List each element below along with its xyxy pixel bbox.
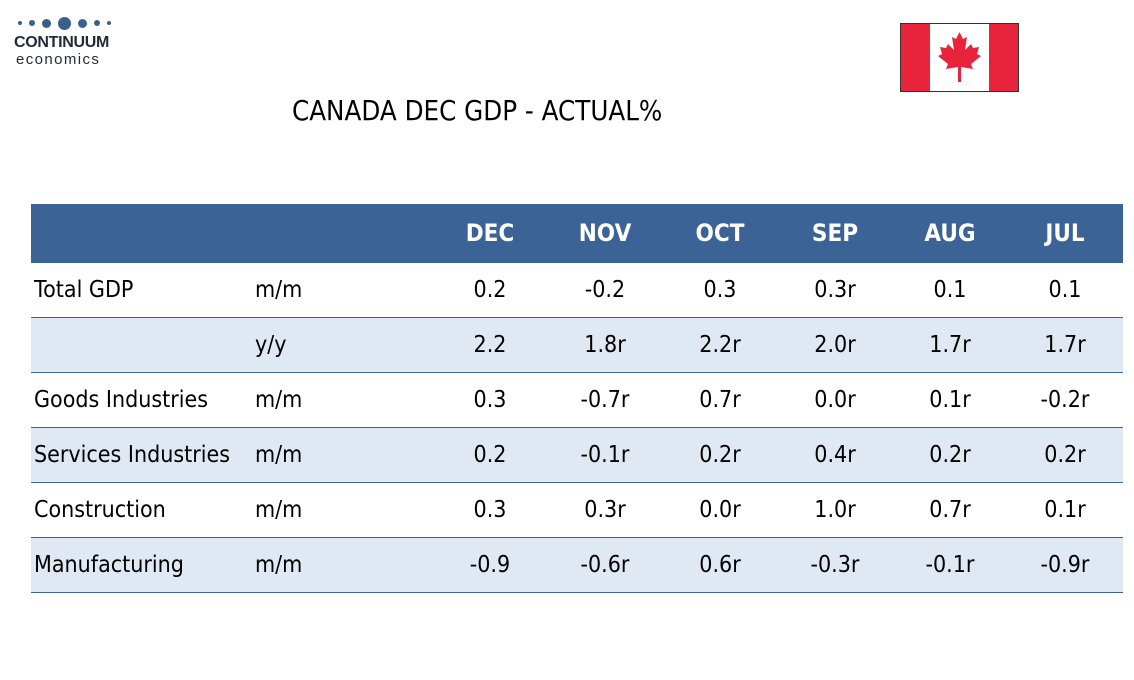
table-row: Construction m/m 0.3 0.3r 0.0r 1.0r 0.7r… <box>31 483 1123 538</box>
column-header: OCT <box>695 219 745 247</box>
row-label: Services Industries <box>34 442 231 468</box>
row-unit: m/m <box>255 277 303 303</box>
row-label: Construction <box>34 497 166 523</box>
table-cell: 0.0r <box>814 387 856 413</box>
table-cell: 0.1 <box>1048 277 1082 303</box>
table-cell: 0.3r <box>584 497 626 523</box>
column-header: JUL <box>1045 219 1085 247</box>
table-cell: -0.9r <box>1040 552 1090 578</box>
table-cell: 0.1 <box>933 277 967 303</box>
table-cell: 0.2r <box>929 442 971 468</box>
row-label: Goods Industries <box>34 387 209 413</box>
table-cell: 0.3 <box>703 277 737 303</box>
table-cell: 0.4r <box>814 442 856 468</box>
logo-name: CONTINUUM <box>14 34 110 51</box>
table-cell: -0.9 <box>469 552 511 578</box>
row-label: Total GDP <box>34 277 134 303</box>
table-cell: 0.2r <box>1044 442 1086 468</box>
row-unit: y/y <box>255 332 287 358</box>
table-cell: 0.2 <box>473 277 507 303</box>
column-header: AUG <box>924 219 976 247</box>
logo-dots <box>18 14 144 32</box>
table-cell: 0.2r <box>699 442 741 468</box>
table-cell: -0.2r <box>1040 387 1090 413</box>
logo-subtitle: economics <box>16 51 101 68</box>
table-cell: -0.1r <box>925 552 975 578</box>
table-cell: 0.7r <box>929 497 971 523</box>
table-cell: 0.1r <box>929 387 971 413</box>
continuum-economics-logo: CONTINUUM economics <box>14 14 144 76</box>
table-cell: -0.2 <box>584 277 626 303</box>
table-row: Manufacturing m/m -0.9 -0.6r 0.6r -0.3r … <box>31 538 1123 593</box>
table-cell: 0.2 <box>473 442 507 468</box>
table-cell: 1.8r <box>584 332 626 358</box>
table-cell: -0.6r <box>580 552 630 578</box>
table-cell: 0.7r <box>699 387 741 413</box>
table-cell: 0.3 <box>473 497 507 523</box>
row-label: Manufacturing <box>34 552 184 578</box>
table-cell: 2.2 <box>473 332 507 358</box>
row-unit: m/m <box>255 497 303 523</box>
table-cell: 0.3 <box>473 387 507 413</box>
table-cell: 2.2r <box>699 332 741 358</box>
table-cell: 1.0r <box>814 497 856 523</box>
table-cell: -0.1r <box>580 442 630 468</box>
column-header: DEC <box>465 219 515 247</box>
table-row: Goods Industries m/m 0.3 -0.7r 0.7r 0.0r… <box>31 373 1123 428</box>
table-cell: 0.3r <box>814 277 856 303</box>
row-unit: m/m <box>255 552 303 578</box>
table-cell: 0.6r <box>699 552 741 578</box>
table-cell: -0.3r <box>810 552 860 578</box>
row-unit: m/m <box>255 387 303 413</box>
page-title: CANADA DEC GDP - ACTUAL% <box>292 94 663 127</box>
table-cell: 0.1r <box>1044 497 1086 523</box>
table-row: Services Industries m/m 0.2 -0.1r 0.2r 0… <box>31 428 1123 483</box>
column-header: NOV <box>578 219 632 247</box>
table-cell: 0.0r <box>699 497 741 523</box>
table-row: y/y 2.2 1.8r 2.2r 2.0r 1.7r 1.7r <box>31 318 1123 373</box>
canada-flag-icon <box>900 23 1019 92</box>
table-cell: 1.7r <box>929 332 971 358</box>
table-header: DEC NOV OCT SEP AUG JUL <box>31 204 1123 263</box>
gdp-table: DEC NOV OCT SEP AUG JUL Total GDP m/m 0.… <box>31 204 1123 593</box>
table-cell: 2.0r <box>814 332 856 358</box>
table-row: Total GDP m/m 0.2 -0.2 0.3 0.3r 0.1 0.1 <box>31 263 1123 318</box>
row-unit: m/m <box>255 442 303 468</box>
table-cell: 1.7r <box>1044 332 1086 358</box>
table-cell: -0.7r <box>580 387 630 413</box>
column-header: SEP <box>811 219 859 247</box>
